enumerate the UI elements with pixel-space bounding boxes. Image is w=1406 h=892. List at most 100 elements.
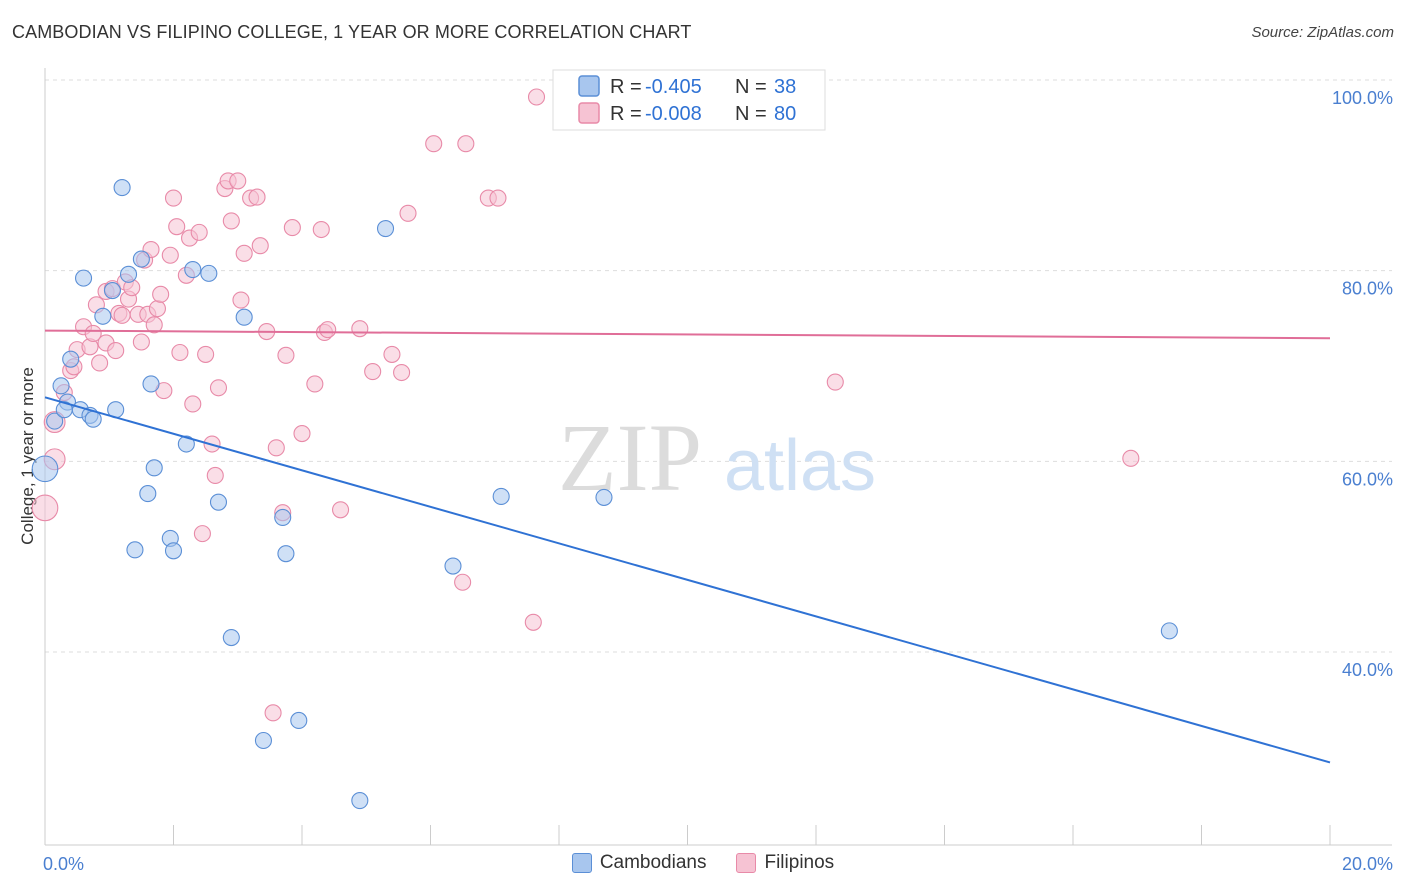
filipinos-point xyxy=(393,363,411,382)
filipinos-point xyxy=(168,218,186,236)
cambodians-point xyxy=(376,220,395,238)
y-tick-label: 100.0% xyxy=(1332,88,1393,108)
cambodians-point xyxy=(62,350,80,368)
cambodians-point xyxy=(209,493,228,511)
legend-item-cambodians: Cambodians xyxy=(571,852,707,874)
legend-item-filipinos: Filipinos xyxy=(736,852,834,874)
x-tick-label-min: 0.0% xyxy=(43,854,84,874)
watermark: ZIP atlas xyxy=(558,404,876,511)
filipinos-trend-line xyxy=(44,329,1331,340)
legend-swatch-filipinos xyxy=(578,102,600,124)
cambodians-point xyxy=(492,487,510,505)
filipinos-point xyxy=(251,237,269,255)
legend-n-value-filipinos: 80 xyxy=(774,103,796,125)
cambodians-point xyxy=(119,265,138,283)
x-tick-label-max: 20.0% xyxy=(1342,854,1393,874)
legend-r-label-2: R = xyxy=(610,103,642,125)
cambodians-point xyxy=(139,485,157,503)
cambodians-point xyxy=(94,307,112,325)
cambodians-point xyxy=(75,269,93,287)
cambodians-trend-line xyxy=(44,396,1331,764)
filipinos-point xyxy=(277,346,295,364)
filipinos-point xyxy=(527,88,546,106)
legend-r-label-1: R = xyxy=(610,76,642,98)
filipinos-point xyxy=(235,244,253,262)
cambodians-point xyxy=(184,261,202,279)
filipinos-point xyxy=(283,219,301,237)
cambodians-point xyxy=(277,545,295,563)
filipinos-point xyxy=(457,135,475,153)
cambodians-point xyxy=(132,250,150,268)
filipinos-point xyxy=(193,525,211,543)
y-tick-labels: 40.0% 60.0% 80.0% 100.0% xyxy=(1332,88,1393,680)
filipinos-point xyxy=(145,316,163,334)
filipinos-point xyxy=(351,320,369,338)
cambodians-point xyxy=(103,281,122,300)
legend-r-value-cambodians: -0.405 xyxy=(645,76,702,98)
trend-lines xyxy=(44,329,1331,764)
filipinos-point xyxy=(524,613,542,631)
cambodians-point xyxy=(52,377,70,395)
cambodians-point xyxy=(145,459,163,477)
filipinos-point xyxy=(331,501,350,519)
filipinos-point xyxy=(306,375,324,393)
cambodians-label: Cambodians xyxy=(599,852,707,873)
cambodians-swatch xyxy=(571,853,592,873)
legend-swatch-cambodians xyxy=(578,75,600,97)
cambodians-points xyxy=(31,179,1178,810)
y-tick-label: 60.0% xyxy=(1342,469,1393,489)
legend-n-label-1: N = xyxy=(735,76,767,98)
y-tick-label: 40.0% xyxy=(1342,660,1393,680)
filipinos-point xyxy=(222,212,240,230)
cambodians-point xyxy=(1160,622,1178,640)
filipinos-point xyxy=(399,204,417,222)
cambodians-point xyxy=(274,508,292,526)
filipinos-point xyxy=(171,343,189,362)
series-legend: Cambodians Filipinos xyxy=(0,852,1406,874)
correlation-legend: R = -0.405 N = 38 R = -0.008 N = 80 xyxy=(552,69,826,131)
y-tick-label: 80.0% xyxy=(1342,279,1393,299)
filipinos-point xyxy=(293,424,311,443)
filipinos-point xyxy=(232,291,250,309)
filipinos-point xyxy=(107,342,125,360)
cambodians-point xyxy=(84,410,102,428)
filipinos-point xyxy=(312,220,330,239)
legend-n-value-cambodians: 38 xyxy=(774,76,796,98)
x-tick-labels: 0.0% 20.0% xyxy=(43,854,1393,874)
cambodians-point xyxy=(595,488,613,506)
watermark-atlas: atlas xyxy=(724,426,876,506)
cambodians-point xyxy=(142,375,160,393)
filipinos-point xyxy=(91,354,109,372)
cambodians-point xyxy=(351,792,369,810)
cambodians-point xyxy=(200,264,218,282)
filipinos-swatch xyxy=(736,853,757,873)
filipinos-point xyxy=(267,439,285,457)
cambodians-point xyxy=(254,731,273,750)
cambodians-point xyxy=(444,557,462,575)
filipinos-point xyxy=(190,223,208,241)
filipinos-point xyxy=(454,573,472,591)
filipinos-point xyxy=(264,704,282,722)
filipinos-point xyxy=(164,189,183,207)
filipinos-point xyxy=(425,135,443,153)
filipinos-point xyxy=(229,172,247,190)
chart-title: CAMBODIAN VS FILIPINO COLLEGE, 1 YEAR OR… xyxy=(12,22,692,42)
filipinos-point xyxy=(31,494,59,522)
filipinos-point xyxy=(248,188,266,206)
filipinos-label: Filipinos xyxy=(764,852,835,873)
cambodians-point xyxy=(126,541,144,559)
filipinos-point xyxy=(826,373,844,391)
filipinos-point xyxy=(197,345,215,363)
legend-n-label-2: N = xyxy=(735,103,767,125)
filipinos-point xyxy=(364,363,382,381)
gridlines xyxy=(45,79,1392,653)
filipinos-point xyxy=(113,306,131,324)
filipinos-point xyxy=(132,333,150,351)
cambodians-point xyxy=(46,412,64,430)
cambodians-point xyxy=(222,628,240,647)
filipinos-point xyxy=(489,189,507,207)
filipinos-point xyxy=(148,300,166,318)
source-credit: Source: ZipAtlas.com xyxy=(1251,24,1394,41)
cambodians-point xyxy=(31,455,59,483)
